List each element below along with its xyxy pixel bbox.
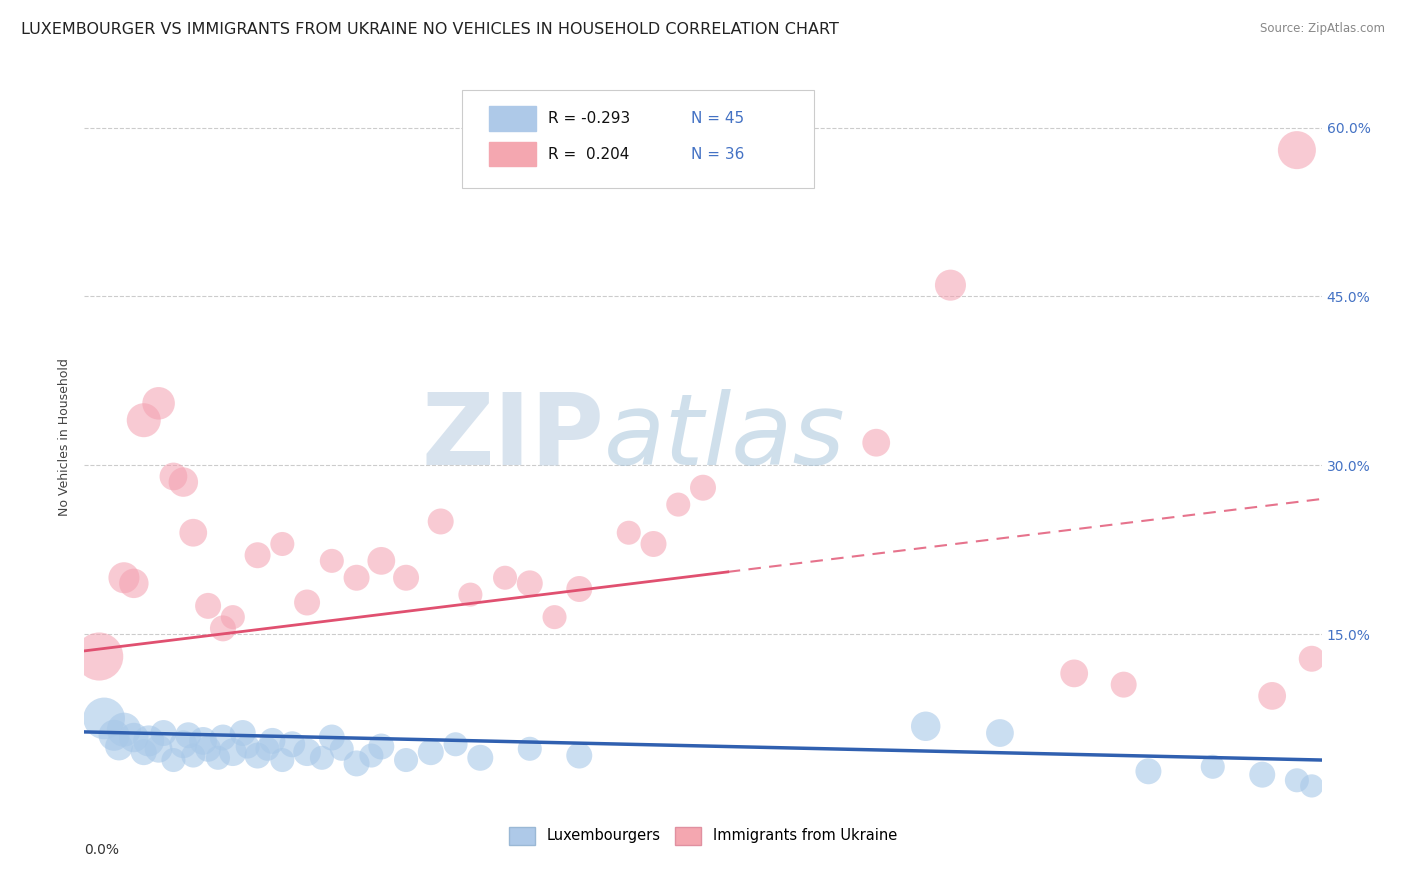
Point — [370, 739, 392, 754]
Point — [222, 745, 245, 759]
Point — [256, 741, 278, 756]
Point — [207, 751, 229, 765]
Point — [172, 737, 194, 751]
Text: ZIP: ZIP — [422, 389, 605, 485]
Point — [346, 571, 368, 585]
Text: atlas: atlas — [605, 389, 845, 485]
Text: LUXEMBOURGER VS IMMIGRANTS FROM UKRAINE NO VEHICLES IN HOUSEHOLD CORRELATION CHA: LUXEMBOURGER VS IMMIGRANTS FROM UKRAINE … — [21, 22, 839, 37]
Point — [568, 748, 591, 763]
Point — [138, 734, 160, 748]
Point — [236, 739, 259, 754]
Point — [865, 435, 887, 450]
Point — [519, 741, 541, 756]
Text: Source: ZipAtlas.com: Source: ZipAtlas.com — [1260, 22, 1385, 36]
Point — [543, 610, 565, 624]
Point — [89, 649, 111, 664]
Point — [148, 741, 170, 756]
Point — [1301, 652, 1323, 666]
Point — [346, 756, 368, 771]
Point — [311, 751, 333, 765]
Point — [419, 745, 441, 759]
Point — [148, 396, 170, 410]
Point — [271, 753, 294, 767]
Point — [212, 621, 235, 635]
Point — [262, 734, 284, 748]
Point — [519, 576, 541, 591]
Point — [1063, 666, 1085, 681]
Point — [692, 481, 714, 495]
Point — [132, 413, 155, 427]
Point — [108, 739, 131, 754]
Point — [1285, 143, 1308, 157]
Point — [112, 723, 135, 737]
Point — [246, 748, 269, 763]
Point — [1251, 767, 1274, 781]
Point — [494, 571, 516, 585]
Point — [162, 469, 184, 483]
Point — [370, 554, 392, 568]
FancyBboxPatch shape — [489, 106, 536, 131]
Point — [643, 537, 665, 551]
Point — [197, 741, 219, 756]
Point — [172, 475, 194, 489]
Point — [177, 728, 200, 742]
Point — [470, 751, 492, 765]
Point — [295, 745, 318, 759]
Point — [460, 588, 482, 602]
Point — [1202, 760, 1225, 774]
Point — [93, 711, 115, 725]
Point — [395, 571, 418, 585]
Text: R = -0.293: R = -0.293 — [548, 112, 630, 127]
Point — [271, 537, 294, 551]
Text: N = 36: N = 36 — [690, 146, 744, 161]
Point — [988, 726, 1011, 740]
Point — [321, 731, 343, 745]
Point — [939, 278, 962, 293]
Point — [281, 737, 304, 751]
Point — [132, 745, 155, 759]
Point — [295, 595, 318, 609]
Point — [1112, 678, 1135, 692]
Text: 0.0%: 0.0% — [84, 843, 120, 857]
Point — [122, 731, 145, 745]
Point — [1137, 764, 1160, 779]
Point — [617, 525, 640, 540]
Point — [1261, 689, 1284, 703]
Point — [112, 571, 135, 585]
Point — [103, 728, 125, 742]
Text: R =  0.204: R = 0.204 — [548, 146, 630, 161]
Legend: Luxembourgers, Immigrants from Ukraine: Luxembourgers, Immigrants from Ukraine — [503, 821, 903, 850]
Point — [429, 515, 451, 529]
Point — [1301, 779, 1323, 793]
Point — [1285, 773, 1308, 788]
Point — [191, 734, 214, 748]
Point — [197, 599, 219, 613]
Point — [321, 554, 343, 568]
Point — [181, 748, 204, 763]
Point — [666, 498, 689, 512]
Point — [181, 525, 204, 540]
Point — [395, 753, 418, 767]
Point — [212, 731, 235, 745]
Point — [360, 748, 382, 763]
Point — [568, 582, 591, 596]
Text: N = 45: N = 45 — [690, 112, 744, 127]
Point — [122, 576, 145, 591]
Point — [222, 610, 245, 624]
FancyBboxPatch shape — [461, 90, 814, 188]
Point — [232, 726, 254, 740]
Point — [152, 726, 174, 740]
Point — [914, 719, 936, 733]
Y-axis label: No Vehicles in Household: No Vehicles in Household — [58, 359, 72, 516]
Point — [246, 548, 269, 562]
Point — [330, 741, 353, 756]
FancyBboxPatch shape — [489, 142, 536, 167]
Point — [162, 753, 184, 767]
Point — [444, 737, 467, 751]
